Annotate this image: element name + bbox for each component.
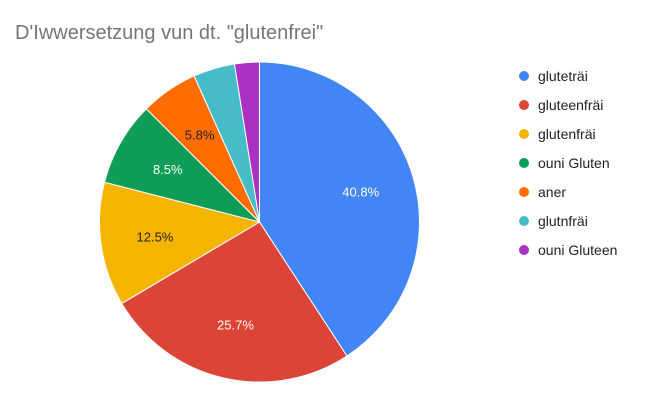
legend-item[interactable]: aner <box>519 177 617 206</box>
legend-item[interactable]: ouni Gluteen <box>519 235 617 264</box>
legend-label: aner <box>538 183 567 200</box>
chart-title: D'Iwwersetzung vun dt. "glutenfrei" <box>15 22 324 44</box>
pie-slice-ouni-gluteen[interactable] <box>233 61 260 223</box>
legend-item[interactable]: gluteenfräi <box>519 90 617 119</box>
legend-swatch <box>519 244 529 255</box>
slice-value-label: 40.8% <box>342 184 379 199</box>
legend: gluteträi gluteenfräi glutenfräi ouni Glute… <box>519 61 617 264</box>
legend-item[interactable]: glutnfräi <box>519 206 617 235</box>
legend-swatch <box>519 99 529 110</box>
slice-value-label: 25.7% <box>217 317 254 332</box>
legend-label: glutenfräi <box>538 125 596 142</box>
legend-label: ouni Gluten <box>538 154 610 171</box>
legend-swatch <box>519 70 529 81</box>
legend-item[interactable]: glutenfräi <box>519 119 617 148</box>
legend-label: gluteträi <box>538 67 588 84</box>
legend-swatch <box>519 186 529 197</box>
legend-item[interactable]: ouni Gluten <box>519 148 617 177</box>
legend-label: ouni Gluteen <box>538 241 618 258</box>
slice-value-label: 12.5% <box>137 229 174 244</box>
slice-value-label: 5.8% <box>185 128 215 143</box>
pie-slice-gluteenfräi[interactable] <box>121 221 348 383</box>
legend-label: gluteenfräi <box>538 96 604 113</box>
pie-slice-glutenfräi[interactable] <box>99 181 261 305</box>
slice-value-label: 8.5% <box>153 162 183 177</box>
pie-slice-ouni-gluten[interactable] <box>103 108 262 223</box>
legend-swatch <box>519 128 529 139</box>
legend-label: glutnfräi <box>538 212 588 229</box>
legend-item[interactable]: gluteträi <box>519 61 617 90</box>
legend-swatch <box>519 215 529 226</box>
legend-swatch <box>519 157 529 168</box>
